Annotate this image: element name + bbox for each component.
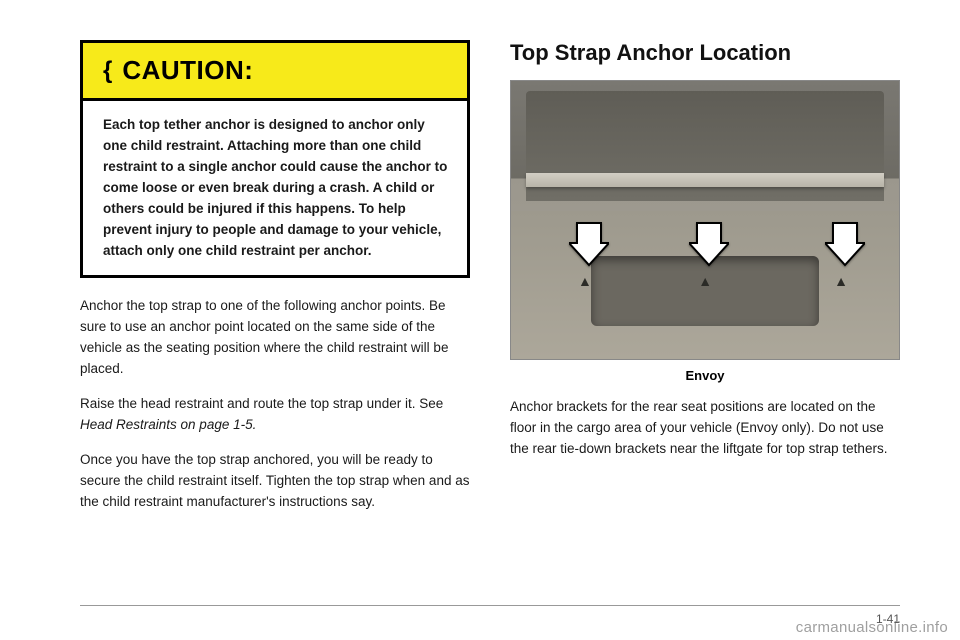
paragraph-anchor-brackets: Anchor brackets for the rear seat positi… <box>510 397 900 460</box>
cargo-area-figure: ▲ ▲ ▲ <box>510 80 900 360</box>
manual-page: { CAUTION: Each top tether anchor is des… <box>0 0 960 640</box>
anchor-symbol-icon: ▲ <box>833 273 849 285</box>
paragraph-tighten: Once you have the top strap anchored, yo… <box>80 450 470 513</box>
figure-shelf <box>526 173 884 187</box>
anchor-symbol-icon: ▲ <box>577 273 593 285</box>
cross-reference: Head Restraints on page 1-5. <box>80 417 256 432</box>
paragraph-anchor-instructions: Anchor the top strap to one of the follo… <box>80 296 470 380</box>
paragraph-lead: Raise the head restraint and route the t… <box>80 396 443 411</box>
anchor-arrow-icon <box>569 221 609 267</box>
paragraph-head-restraint: Raise the head restraint and route the t… <box>80 394 470 436</box>
anchor-symbol-icon: ▲ <box>697 273 713 285</box>
section-title: Top Strap Anchor Location <box>510 40 900 66</box>
caution-title: CAUTION: <box>122 55 253 86</box>
caution-icon: { <box>103 57 112 85</box>
right-column: Top Strap Anchor Location ▲ ▲ ▲ <box>510 40 900 570</box>
caution-body-text: Each top tether anchor is designed to an… <box>83 101 467 275</box>
two-column-layout: { CAUTION: Each top tether anchor is des… <box>80 40 900 570</box>
footer-rule <box>80 605 900 606</box>
anchor-arrow-icon <box>825 221 865 267</box>
anchor-arrow-icon <box>689 221 729 267</box>
caution-box: { CAUTION: Each top tether anchor is des… <box>80 40 470 278</box>
figure-caption: Envoy <box>510 368 900 383</box>
watermark-text: carmanualsonline.info <box>796 619 948 636</box>
left-column: { CAUTION: Each top tether anchor is des… <box>80 40 470 570</box>
caution-header: { CAUTION: <box>83 43 467 101</box>
